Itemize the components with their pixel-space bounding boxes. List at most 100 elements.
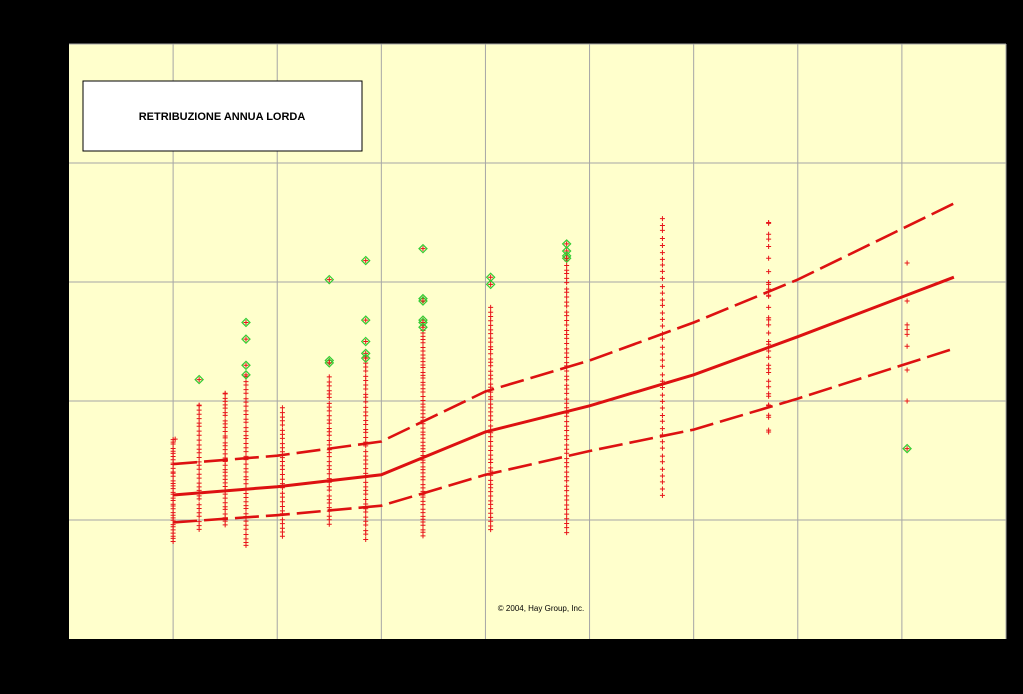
data-point: [363, 427, 369, 432]
data-point: [488, 335, 494, 341]
data-point: [279, 472, 285, 478]
x-tick-labels: 0 100 200 300 400 500 600 700 800 900: [67, 651, 1012, 658]
outlier-marker: [360, 336, 371, 347]
data-point: [363, 409, 369, 415]
data-point: [564, 428, 570, 434]
data-point: [222, 391, 228, 397]
data-point: [659, 344, 665, 350]
data-point: [326, 417, 332, 423]
data-point: [222, 451, 228, 457]
data-point: [659, 426, 665, 432]
outlier-marker: [418, 322, 428, 333]
data-point: [279, 476, 285, 482]
data-point: [659, 363, 665, 369]
data-point: [420, 506, 426, 512]
outlier-point: [363, 355, 369, 361]
x-tick-label: 500: [584, 651, 596, 658]
title-box: RETRIBUZIONE ANNUA LORDA: [82, 80, 363, 152]
data-point: [659, 316, 665, 322]
data-point: [564, 373, 570, 379]
data-point: [659, 445, 665, 451]
data-point: [326, 413, 332, 419]
y-tick-label: 250000: [43, 41, 66, 48]
y-tick-label: 0: [62, 636, 66, 643]
outlier-marker: [902, 443, 912, 454]
data-point: [170, 478, 176, 484]
data-point: [279, 422, 285, 428]
outlier-point: [420, 298, 426, 304]
data-point: [766, 362, 772, 368]
data-point: [659, 262, 665, 268]
data-point: [243, 445, 249, 451]
data-point: [243, 433, 249, 439]
data-point: [222, 467, 228, 473]
data-point: [564, 322, 570, 328]
outlier-point: [564, 241, 570, 247]
y-tick-label: 200000: [43, 160, 66, 167]
outlier-point: [363, 317, 369, 323]
data-point: [196, 416, 202, 422]
data-point: [243, 396, 249, 402]
data-point: [766, 378, 772, 384]
data-point: [659, 336, 665, 342]
outlier-marker: [241, 369, 251, 380]
data-point: [659, 268, 665, 274]
data-point: [279, 508, 285, 514]
data-point: [363, 378, 369, 384]
data-point: [659, 284, 665, 290]
confidence-band-line: [172, 202, 955, 466]
outlier-point: [488, 281, 494, 287]
outlier-point: [420, 246, 426, 252]
data-point: [279, 517, 285, 523]
outlier-marker: [418, 243, 428, 254]
regression-line: [172, 275, 955, 497]
data-point: [243, 461, 249, 467]
chart-title: RETRIBUZIONE ANNUA LORDA: [139, 111, 306, 123]
data-point: [659, 243, 665, 249]
data-point: [904, 260, 910, 266]
data-point: [196, 437, 202, 443]
data-point: [279, 414, 285, 420]
data-point: [766, 339, 772, 344]
data-point: [564, 474, 570, 480]
data-point: [243, 408, 249, 414]
data-point: [659, 486, 665, 492]
data-point: [420, 482, 426, 488]
data-point: [564, 483, 570, 489]
data-point: [564, 506, 570, 512]
data-point: [488, 381, 494, 387]
data-point: [279, 533, 285, 539]
data-point: [196, 502, 202, 508]
outlier-point: [326, 277, 332, 283]
outlier-point: [363, 339, 369, 344]
data-point: [196, 446, 202, 452]
data-point: [564, 488, 570, 494]
outlier-point: [243, 336, 249, 342]
data-point: [659, 459, 665, 465]
trend-lines: [172, 202, 955, 524]
data-point: [420, 527, 426, 533]
data-point: [564, 360, 570, 366]
data-point: [243, 441, 249, 447]
x-tick-label: 0: [67, 651, 71, 658]
x-tick-label: 800: [896, 651, 908, 658]
y-tick-label: 50000: [47, 517, 67, 524]
data-point: [766, 293, 772, 299]
data-point: [363, 514, 369, 520]
data-point: [488, 318, 494, 324]
data-point: [659, 479, 665, 485]
data-point: [170, 445, 176, 451]
data-point: [488, 356, 494, 362]
data-point: [766, 393, 772, 399]
data-point: [766, 269, 772, 275]
data-point: [196, 459, 202, 465]
data-point: [488, 351, 494, 357]
confidence-band-line: [173, 347, 955, 524]
data-point: [766, 304, 772, 310]
data-points: [170, 216, 910, 548]
outlier-marker: [324, 358, 335, 368]
data-point: [904, 298, 910, 304]
data-point: [196, 403, 202, 409]
data-point: [243, 474, 249, 480]
data-point: [659, 302, 665, 308]
